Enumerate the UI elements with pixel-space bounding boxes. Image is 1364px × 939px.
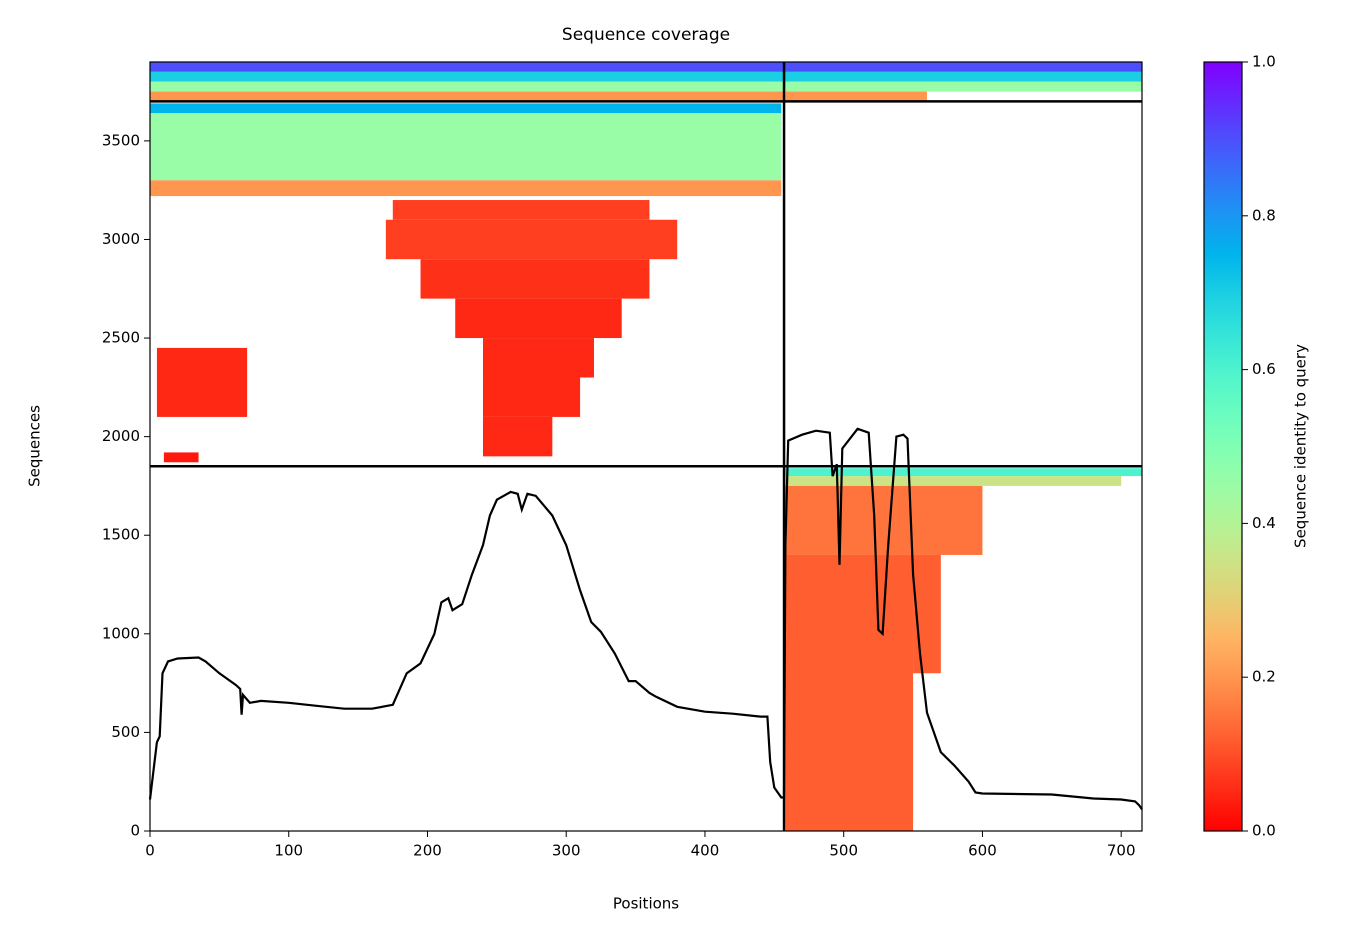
x-tick-label: 600 (968, 842, 997, 860)
x-tick-label: 300 (552, 842, 581, 860)
colorbar-label: Sequence identity to query (1292, 344, 1310, 548)
x-axis-label: Positions (613, 895, 679, 913)
coverage-block (150, 62, 1142, 72)
coverage-block (913, 554, 941, 674)
x-tick-label: 200 (413, 842, 442, 860)
y-tick-label: 2000 (102, 427, 140, 445)
coverage-block (163, 452, 199, 463)
coverage-block (392, 200, 650, 220)
y-tick-label: 2500 (102, 329, 140, 347)
coverage-block (150, 180, 782, 197)
coverage-block (150, 71, 1142, 82)
coverage-block (785, 485, 983, 555)
coverage-block (785, 91, 927, 102)
coverage-block (150, 81, 1142, 92)
x-tick-label: 0 (145, 842, 155, 860)
y-tick-label: 0 (130, 822, 140, 840)
coverage-block (785, 476, 1122, 486)
coverage-block (150, 113, 782, 181)
y-tick-label: 1000 (102, 624, 140, 642)
coverage-block (385, 219, 678, 260)
colorbar-tick-label: 0.6 (1252, 360, 1276, 378)
y-tick-label: 500 (111, 723, 140, 741)
colorbar-tick-label: 1.0 (1252, 53, 1276, 71)
y-axis-label: Sequences (26, 405, 44, 487)
coverage-block (420, 259, 650, 299)
colorbar (1203, 61, 1243, 832)
coverage-block (482, 416, 553, 457)
colorbar-tick-label: 0.2 (1252, 668, 1276, 686)
coverage-block (482, 377, 581, 417)
x-tick-label: 400 (691, 842, 720, 860)
chart-title: Sequence coverage (562, 25, 730, 45)
x-tick-label: 500 (829, 842, 858, 860)
x-tick-label: 700 (1107, 842, 1136, 860)
y-tick-label: 3500 (102, 131, 140, 149)
y-tick-label: 1500 (102, 526, 140, 544)
coverage-block (455, 298, 622, 339)
x-tick-label: 100 (274, 842, 303, 860)
plot-frame (149, 61, 1143, 832)
coverage-line (148, 427, 1143, 810)
colorbar-tick-label: 0.4 (1252, 514, 1276, 532)
coverage-block (150, 91, 785, 102)
coverage-block (785, 554, 914, 831)
colorbar-tick-label: 0.8 (1252, 206, 1276, 224)
y-tick-label: 3000 (102, 230, 140, 248)
colorbar-tick-label: 0.0 (1252, 822, 1276, 840)
coverage-block (150, 103, 782, 114)
coverage-block (482, 338, 594, 378)
coverage-block (156, 347, 248, 417)
coverage-block (785, 468, 1142, 477)
